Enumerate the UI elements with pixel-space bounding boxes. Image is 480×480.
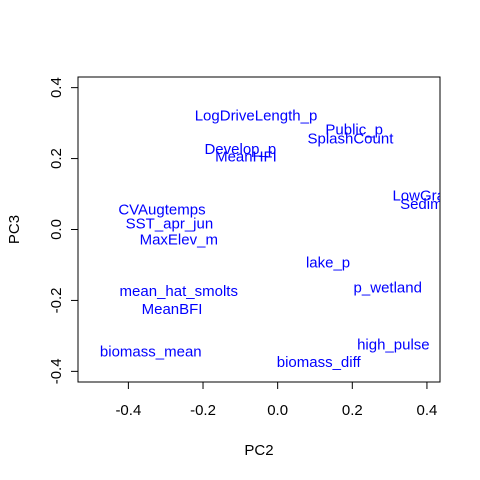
y-tick-label: -0.4 xyxy=(48,358,65,384)
point-label: LogDriveLength_p xyxy=(195,108,318,125)
point-label: MaxElev_m xyxy=(140,232,218,249)
y-tick-label: 0.0 xyxy=(48,219,65,240)
point-label: SST_apr_jun xyxy=(126,216,214,233)
point-label: biomass_mean xyxy=(100,343,202,360)
x-axis-title: PC2 xyxy=(244,442,273,459)
y-tick-label: 0.2 xyxy=(48,148,65,169)
point-label: MeanHFI xyxy=(215,148,277,165)
y-axis-title: PC3 xyxy=(6,215,23,244)
x-tick-label: -0.2 xyxy=(190,402,216,419)
point-label: Sedim xyxy=(400,196,443,213)
y-axis: -0.4 -0.2 0.0 0.2 0.4 xyxy=(48,77,79,384)
y-tick-label: 0.4 xyxy=(48,77,65,98)
point-label: p_wetland xyxy=(354,280,422,297)
y-tick-label: -0.2 xyxy=(48,288,65,314)
x-axis: -0.4 -0.2 0.0 0.2 0.4 xyxy=(115,381,438,419)
point-label: CVAugtemps xyxy=(118,201,205,218)
point-label: high_pulse xyxy=(357,336,430,353)
x-tick-label: 0.4 xyxy=(417,402,438,419)
x-tick-label: 0.2 xyxy=(342,402,363,419)
x-tick-label: 0.0 xyxy=(267,402,288,419)
point-label: mean_hat_smolts xyxy=(120,283,238,300)
point-label: biomass_diff xyxy=(277,354,362,371)
point-label: lake_p xyxy=(306,255,350,272)
point-label: Public_p xyxy=(325,122,383,139)
point-label: MeanBFI xyxy=(142,301,203,318)
point-label: LowGra xyxy=(392,187,445,204)
point-label: Develop_p xyxy=(204,141,276,158)
x-tick-label: -0.4 xyxy=(115,402,141,419)
point-label: SplashCount xyxy=(307,131,394,148)
